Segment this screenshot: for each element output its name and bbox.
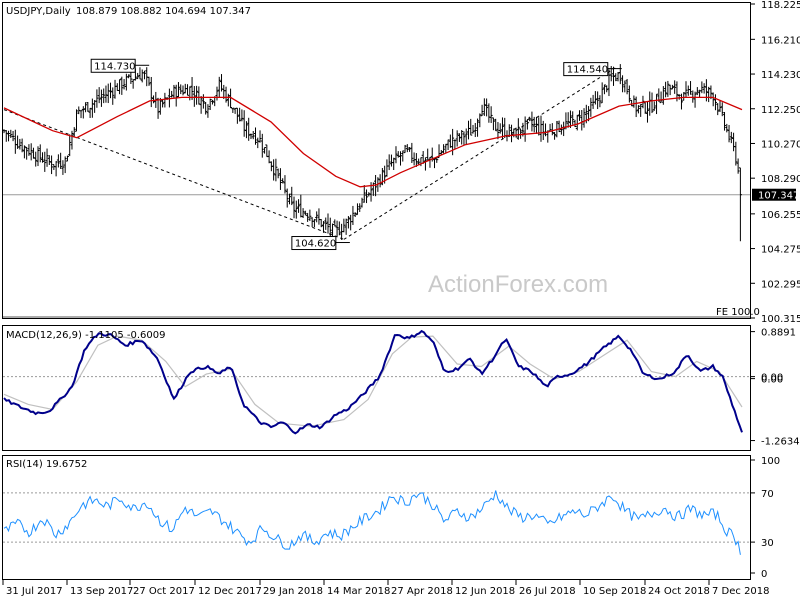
macd-main-line [3,329,743,435]
x-axis: 31 Jul 2017 13 Sep 2017 27 Oct 2017 12 Dec … [2,580,770,597]
rsi-y-tick-label: 0 [761,569,767,580]
x-tick-label: 29 Jan 2018 [263,586,323,597]
macd-y-tick-label: 0.00 [761,375,783,386]
x-tick-label: 13 Sep 2017 [70,586,133,597]
x-tick-label: 31 Jul 2017 [6,586,63,597]
last-price-marker [752,188,796,201]
moving-average-line [3,96,743,188]
annotation-box [90,58,136,73]
macd-pane [2,325,751,451]
price-y-tick-label: 114.230 [761,70,800,81]
moving-average-path [3,96,743,188]
price-y-axis: 118.225 116.210 114.230 112.250 110.270 108.2… [750,0,800,325]
annotation-label: 114.540 [567,65,608,76]
rsi-line [3,490,741,555]
price-annotations: 114.730 104.620 114.540 [90,58,622,251]
last-price-label: 107.347 [758,191,799,202]
price-y-tick-label: 106.255 [761,210,800,221]
macd-y-tick-label: -1.2634 [761,437,800,448]
macd-lines [3,329,743,435]
price-y-tick-label: 108.290 [761,174,800,185]
annotation-label: 104.620 [295,239,336,250]
x-tick-label: 14 Mar 2018 [327,586,390,597]
rsi-path [3,490,741,555]
price-bars [2,64,742,242]
price-y-tick-label: 102.295 [761,279,800,290]
price-y-tick-label: 116.210 [761,35,800,46]
x-tick-label: 27 Apr 2018 [391,586,453,597]
x-tick-label: 12 Dec 2017 [198,586,262,597]
rsi-y-axis: 100 70 30 0 [750,456,780,580]
rsi-pane [2,455,751,580]
rsi-y-tick-label: 30 [761,538,774,549]
watermark-text: ActionForex.com [428,271,608,298]
rsi-y-tick-label: 70 [761,489,774,500]
x-tick-label: 26 Jul 2018 [519,586,576,597]
macd-y-tick-label: 0.8891 [761,328,796,339]
price-y-tick-label: 118.225 [761,0,800,11]
x-tick-label: 27 Oct 2017 [133,586,195,597]
price-pane [2,2,751,319]
trendline [3,109,345,240]
rsi-title: RSI(14) 19.6752 [6,459,87,470]
annotation-label: 114.730 [94,61,135,72]
annotation-box [291,236,337,251]
x-tick-label: 10 Sep 2018 [583,586,646,597]
price-y-tick-label: 110.270 [761,139,800,150]
price-y-tick-label: 104.275 [761,245,800,256]
trendlines [3,67,617,240]
price-y-tick-label: 112.250 [761,105,800,116]
x-tick-label: 24 Oct 2018 [648,586,710,597]
annotation-box [563,62,609,77]
rsi-y-tick-label: 100 [761,456,780,467]
rsi-gridlines [3,492,750,543]
ohlc-readout: 108.879 108.882 104.694 107.347 [76,6,251,17]
price-gridlines [3,194,750,318]
macd-title: MACD(12,26,9) -1.1105 -0.6009 [6,330,166,341]
price-title: USDJPY,Daily [6,6,71,17]
macd-y-tick-label: 0.00 [761,373,783,384]
x-tick-label: 12 Jun 2018 [455,586,515,597]
fe-label: FE 100.0 [716,307,760,318]
price-y-tick-label: 100.315 [761,314,800,325]
x-tick-label: 7 Dec 2018 [712,586,770,597]
